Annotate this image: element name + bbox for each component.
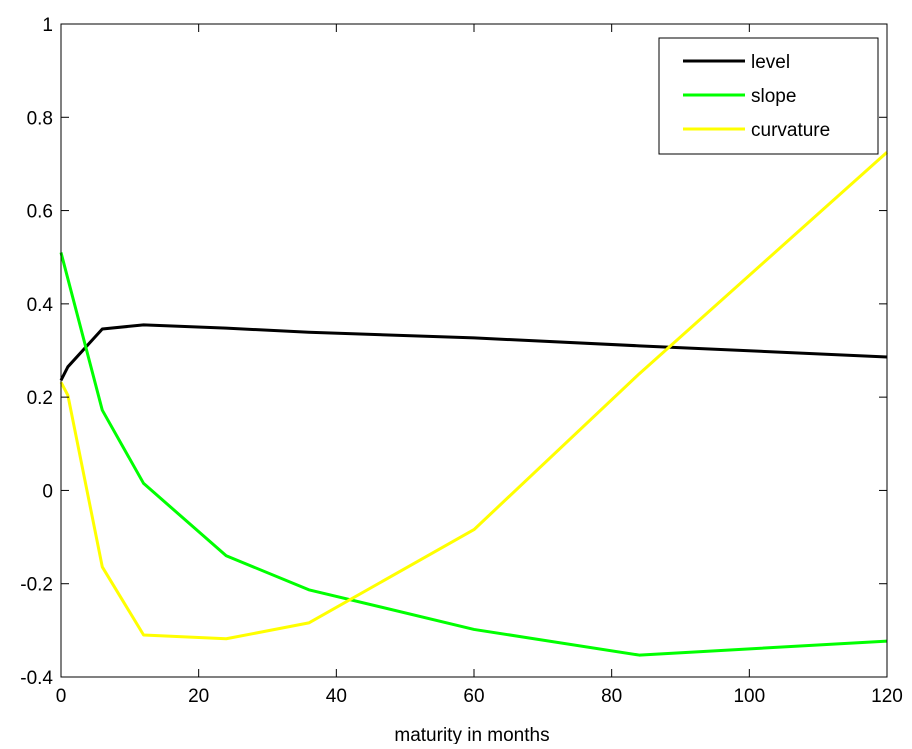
series-line-curvature	[59, 151, 888, 641]
y-tick-label: 0.4	[27, 295, 54, 316]
x-tick-label: 100	[733, 686, 765, 707]
y-tick-label: 0.8	[27, 108, 53, 129]
y-tick-label: 0	[42, 481, 53, 502]
x-tick-label: 120	[871, 686, 903, 707]
x-axis-label: maturity in months	[394, 725, 549, 744]
x-tick-label: 80	[601, 686, 622, 707]
legend: level slope curvature	[658, 37, 879, 155]
axes: 0 20 40 60 80 100 120 -0.4 -0.2 0 0.2 0.4 0.6 0.8 1	[20, 15, 903, 707]
legend-label-curvature: curvature	[751, 120, 830, 141]
x-tick-label: 60	[463, 686, 484, 707]
x-tick-label: 20	[188, 686, 209, 707]
y-tick-label: -0.4	[20, 668, 53, 689]
x-tick-label: 40	[326, 686, 347, 707]
y-tick-label: 0.2	[27, 388, 53, 409]
series-lines	[59, 151, 888, 657]
y-tick-label: 0.6	[27, 202, 53, 223]
legend-label-slope: slope	[751, 86, 796, 107]
y-tick-label: -0.2	[20, 575, 53, 596]
x-tick-label: 0	[56, 686, 67, 707]
series-line-level	[59, 323, 888, 382]
y-tick-label: 1	[42, 15, 53, 36]
legend-label-level: level	[751, 52, 790, 73]
series-line-slope	[59, 252, 888, 657]
